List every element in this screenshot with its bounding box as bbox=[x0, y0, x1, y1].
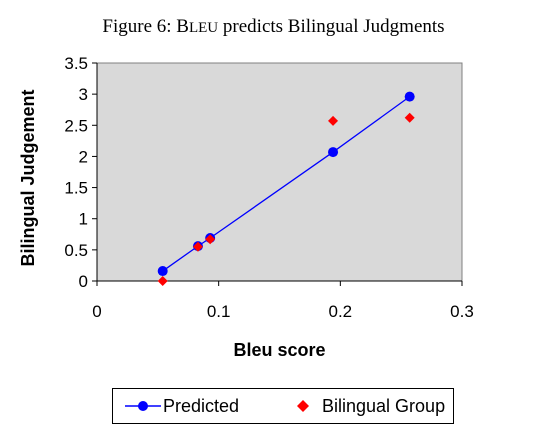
y-tick-label: 1.5 bbox=[64, 179, 88, 198]
y-tick-label: 3 bbox=[79, 85, 88, 104]
scatter-chart: 0 0.5 1 1.5 2 2.5 3 3.5 0 0.1 0.2 0.3 Bleu score B… bbox=[18, 54, 474, 360]
legend-item-bilingual-group: Bilingual Group bbox=[288, 389, 445, 423]
legend-diamond-icon bbox=[297, 400, 309, 412]
y-tick-label: 3.5 bbox=[64, 54, 88, 73]
predicted-point bbox=[404, 91, 415, 102]
title-prefix: Figure 6: B bbox=[102, 16, 189, 37]
predicted-point bbox=[157, 266, 168, 277]
predicted-point bbox=[328, 147, 339, 158]
x-tick-label: 0.2 bbox=[329, 302, 353, 321]
bilingual-group-point bbox=[157, 276, 168, 286]
figure-title: Figure 6: BLEU predicts Bilingual Judgme… bbox=[0, 16, 547, 38]
bilingual-group-point bbox=[192, 241, 203, 252]
x-tick-label: 0.3 bbox=[450, 302, 474, 321]
title-suffix: predicts Bilingual Judgments bbox=[218, 16, 445, 37]
x-axis-ticks: 0 0.1 0.2 0.3 bbox=[92, 281, 474, 321]
legend-item-predicted: Predicted bbox=[123, 389, 239, 423]
y-tick-label: 0.5 bbox=[64, 241, 88, 260]
bilingual-group-point bbox=[205, 234, 216, 245]
y-tick-label: 2 bbox=[79, 147, 88, 166]
y-tick-label: 0 bbox=[79, 272, 88, 291]
title-smallcaps: LEU bbox=[188, 20, 219, 36]
y-tick-label: 2.5 bbox=[64, 116, 88, 135]
bilingual-group-point bbox=[328, 115, 339, 126]
chart-legend: Predicted Bilingual Group bbox=[112, 388, 454, 424]
series-layer bbox=[157, 91, 415, 286]
x-tick-label: 0 bbox=[92, 302, 101, 321]
y-axis-ticks: 0 0.5 1 1.5 2 2.5 3 3.5 bbox=[64, 54, 97, 291]
bilingual-group-point bbox=[404, 112, 415, 123]
plot-area bbox=[96, 62, 463, 282]
legend-line-circle-icon bbox=[125, 401, 161, 411]
legend-label-predicted: Predicted bbox=[163, 395, 240, 416]
legend-label-bilingual-group: Bilingual Group bbox=[322, 395, 446, 416]
y-axis-label: Bilingual Judgement bbox=[18, 89, 38, 266]
y-tick-label: 1 bbox=[79, 210, 88, 229]
x-axis-label: Bleu score bbox=[233, 340, 325, 360]
x-tick-label: 0.1 bbox=[207, 302, 231, 321]
